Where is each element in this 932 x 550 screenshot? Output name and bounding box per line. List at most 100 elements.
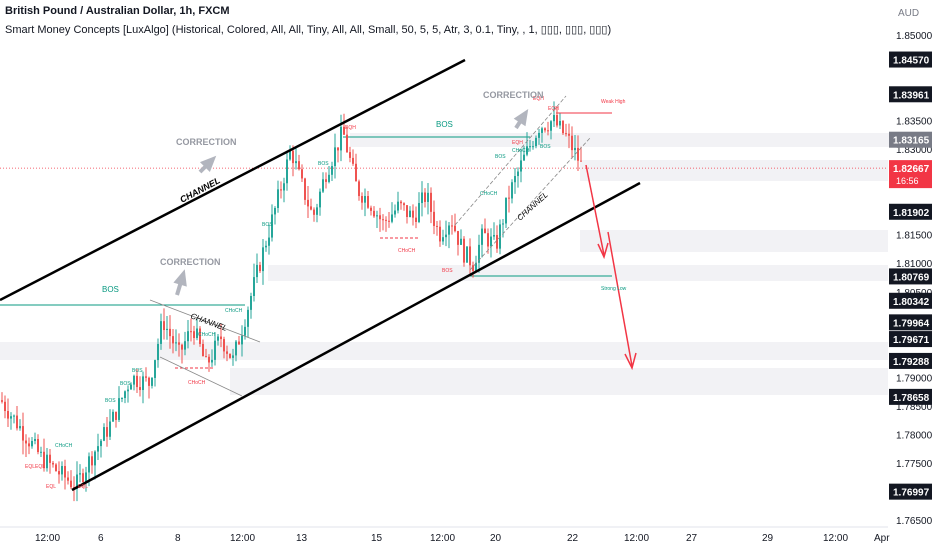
correction-arrowhead bbox=[199, 155, 217, 173]
candle-body bbox=[61, 466, 63, 475]
candle-body bbox=[181, 344, 183, 350]
candle-body bbox=[526, 146, 528, 155]
candle bbox=[394, 204, 396, 218]
price-label: 1.79671 bbox=[889, 331, 932, 348]
strong-low-label: Strong Low bbox=[601, 286, 627, 292]
candle bbox=[190, 318, 192, 342]
candle-body bbox=[436, 225, 438, 227]
forecast-arrowhead bbox=[597, 242, 609, 260]
candle bbox=[532, 141, 534, 150]
candle bbox=[31, 436, 33, 449]
price-label-text: 1.83165 bbox=[893, 136, 930, 147]
small-channel-line bbox=[454, 95, 567, 226]
candle bbox=[274, 206, 276, 225]
eqh-label: EQH bbox=[512, 140, 523, 146]
candle bbox=[235, 340, 237, 362]
candle-body bbox=[127, 389, 129, 392]
candle bbox=[526, 132, 528, 157]
candle bbox=[298, 154, 300, 171]
candle bbox=[160, 313, 162, 350]
candle-body bbox=[220, 336, 222, 340]
candle-body bbox=[346, 134, 348, 153]
x-tick-label: 27 bbox=[686, 533, 698, 544]
candle bbox=[469, 238, 471, 274]
candle-body bbox=[493, 235, 495, 237]
candle-body bbox=[202, 343, 204, 357]
candle bbox=[331, 161, 333, 181]
candle bbox=[463, 236, 465, 267]
candle-body bbox=[418, 203, 420, 222]
candle-body bbox=[268, 237, 270, 246]
candle bbox=[127, 385, 129, 403]
candle-body bbox=[235, 341, 237, 356]
candle bbox=[64, 459, 66, 490]
candle-body bbox=[403, 203, 405, 206]
candle-body bbox=[547, 130, 549, 132]
candle bbox=[553, 101, 555, 127]
y-tick-label: 1.77500 bbox=[896, 459, 932, 470]
candle bbox=[307, 185, 309, 219]
candle bbox=[424, 188, 426, 208]
candle-body bbox=[358, 181, 360, 197]
candle bbox=[37, 434, 39, 455]
candle bbox=[409, 206, 411, 218]
candle bbox=[172, 329, 174, 354]
choch-label: CHoCH bbox=[512, 148, 530, 154]
channel-lower-line bbox=[71, 181, 641, 492]
candle bbox=[319, 188, 321, 216]
candle bbox=[70, 470, 72, 490]
candle-body bbox=[415, 217, 417, 222]
price-label-text: 1.81902 bbox=[893, 208, 930, 219]
correction-label: CORRECTION bbox=[176, 137, 237, 147]
candle-body bbox=[277, 189, 279, 208]
candle-body bbox=[562, 120, 564, 134]
candle-body bbox=[535, 137, 537, 147]
candle-body bbox=[139, 387, 141, 391]
candle bbox=[280, 181, 282, 199]
candle bbox=[112, 409, 114, 423]
candle-body bbox=[256, 264, 258, 278]
choch-label: CHoCH bbox=[398, 248, 416, 254]
y-tick-label: 1.78000 bbox=[896, 430, 932, 441]
price-label-text: 1.82667 bbox=[893, 164, 930, 175]
bos-small-label: BOS bbox=[495, 154, 506, 160]
zone-4 bbox=[0, 342, 888, 360]
eqh-label: EQH bbox=[548, 106, 559, 112]
candle bbox=[535, 135, 537, 149]
candle bbox=[55, 463, 57, 472]
currency-label: AUD bbox=[898, 8, 919, 19]
candle-body bbox=[10, 416, 12, 419]
eql-label: BOS bbox=[442, 268, 453, 274]
candle-body bbox=[481, 228, 483, 245]
candle bbox=[367, 190, 369, 209]
bos-small-label: BOS bbox=[120, 381, 131, 387]
candle-body bbox=[520, 160, 522, 172]
x-tick-label: 12:00 bbox=[35, 533, 60, 544]
eqh-label: EQH bbox=[345, 125, 356, 131]
candle-body bbox=[241, 335, 243, 345]
candle bbox=[418, 192, 420, 224]
candle bbox=[175, 329, 177, 352]
bos-small-label: BOS bbox=[105, 398, 116, 404]
candle bbox=[13, 414, 15, 424]
candle-body bbox=[538, 132, 540, 138]
candle bbox=[415, 206, 417, 229]
candle-body bbox=[106, 427, 108, 437]
candle bbox=[493, 222, 495, 240]
candle-body bbox=[283, 183, 285, 191]
candle-body bbox=[16, 415, 18, 429]
candle-body bbox=[40, 451, 42, 453]
forecast-arrowhead bbox=[624, 352, 637, 371]
candle-body bbox=[352, 157, 354, 164]
candle bbox=[208, 354, 210, 372]
candle-body bbox=[244, 326, 246, 336]
candle-body bbox=[424, 192, 426, 202]
candle bbox=[352, 149, 354, 166]
candle bbox=[301, 164, 303, 182]
candle bbox=[577, 135, 579, 172]
candle bbox=[457, 230, 459, 256]
candle bbox=[343, 113, 345, 135]
candle bbox=[247, 306, 249, 338]
